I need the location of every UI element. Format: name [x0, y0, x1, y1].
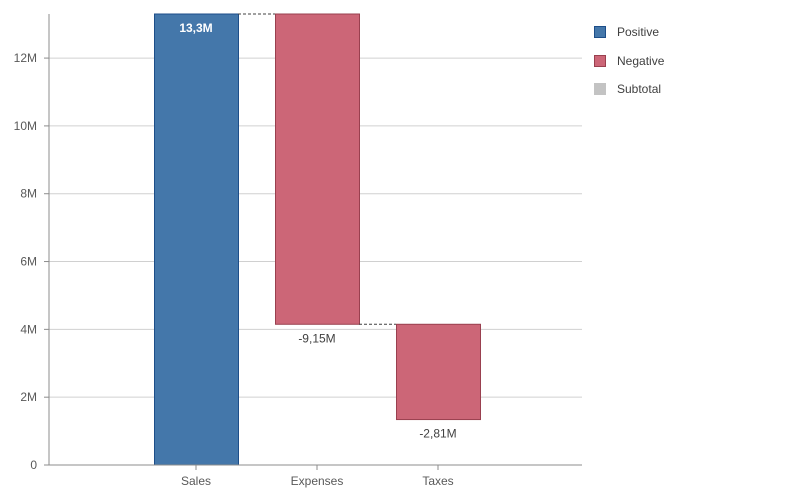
legend-swatch-positive: [594, 26, 606, 39]
data-label-expenses: -9,15M: [298, 331, 335, 345]
y-tick-label: 12M: [14, 51, 37, 65]
legend: Positive Negative Subtotal: [594, 18, 664, 104]
data-label-taxes: -2,81M: [419, 427, 456, 441]
y-tick-label: 2M: [20, 390, 37, 404]
x-axis: Sales Expenses Taxes: [49, 464, 582, 488]
y-tick-label: 6M: [20, 255, 37, 269]
connectors: [238, 13, 396, 325]
legend-label-subtotal: Subtotal: [617, 82, 662, 97]
y-tick-label: 4M: [20, 322, 37, 336]
legend-item-positive[interactable]: Positive: [594, 18, 664, 47]
bar-expenses: [275, 13, 360, 325]
x-tick-label: Sales: [181, 474, 211, 488]
y-tick-label: 10M: [14, 119, 37, 133]
legend-label-negative: Negative: [617, 53, 665, 68]
bar-taxes: [396, 323, 481, 421]
data-label-sales: 13,3M: [179, 21, 212, 35]
x-tick-label: Taxes: [422, 474, 453, 488]
y-tick-label: 0: [30, 458, 37, 472]
data-labels: 13,3M -9,15M -2,81M: [179, 21, 456, 441]
legend-item-negative[interactable]: Negative: [594, 47, 664, 76]
bar-sales: [154, 13, 239, 466]
x-tick-label: Expenses: [291, 474, 344, 488]
y-axis: 0 2M 4M 6M 8M 10M 12M: [14, 14, 50, 472]
legend-item-subtotal[interactable]: Subtotal: [594, 75, 664, 104]
legend-swatch-negative: [594, 54, 606, 67]
y-tick-label: 8M: [20, 187, 37, 201]
legend-swatch-subtotal: [594, 83, 606, 96]
legend-label-positive: Positive: [617, 25, 660, 40]
bars: [154, 13, 481, 466]
